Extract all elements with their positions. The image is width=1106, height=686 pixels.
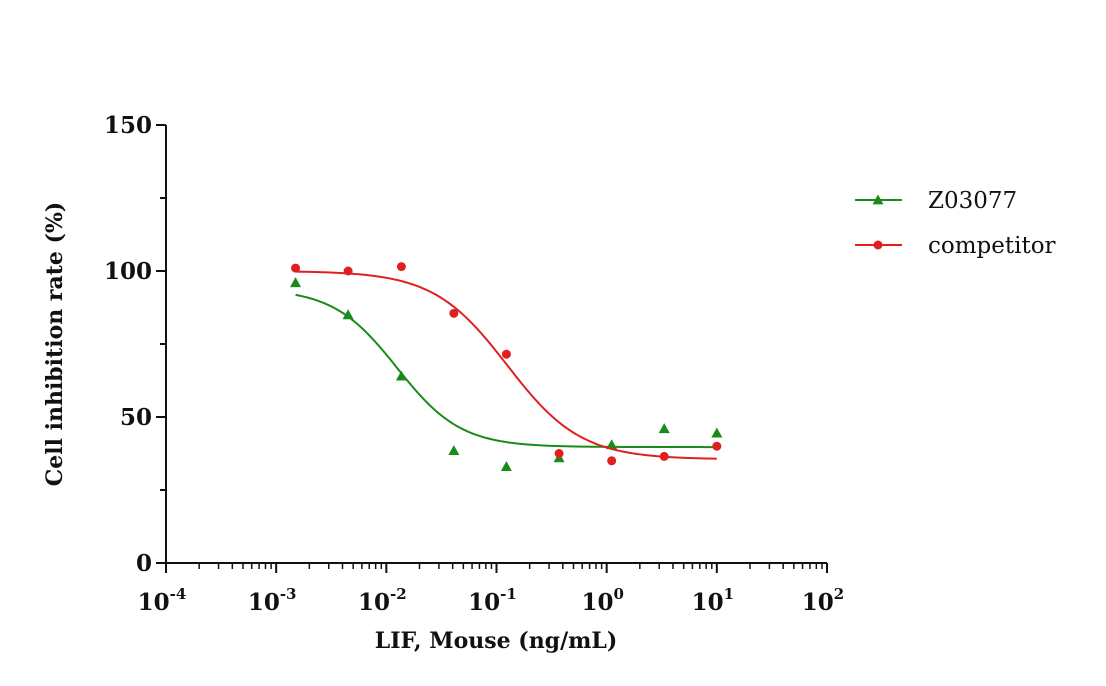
data-point-circle — [396, 262, 406, 272]
x-tick-label: 10-1 — [468, 585, 517, 616]
x-tick-label: 10-2 — [358, 585, 407, 616]
y-axis-ticks: 0 50 100 150 — [104, 112, 166, 577]
data-point-circle — [449, 308, 459, 318]
y-tick-label: 150 — [104, 112, 152, 139]
x-axis-title: LIF, Mouse (ng/mL) — [375, 628, 618, 654]
legend-label: Z03077 — [928, 188, 1017, 214]
data-point-circle — [607, 456, 617, 466]
y-tick-label: 100 — [104, 258, 152, 285]
data-point-circle — [712, 441, 722, 451]
data-point-circle — [501, 349, 511, 359]
legend-marker-circle — [873, 240, 883, 250]
data-point-triangle — [290, 277, 302, 288]
data-point-triangle — [500, 461, 512, 472]
data-point-triangle — [658, 423, 670, 434]
legend-marker-triangle — [872, 194, 884, 205]
x-tick-label: 10-3 — [248, 585, 297, 616]
x-tick-label: 102 — [802, 585, 844, 616]
data-point-circle — [343, 266, 353, 276]
fit-curve-z03077 — [295, 293, 717, 449]
legend: Z03077 competitor — [855, 188, 1056, 259]
y-tick-label: 0 — [136, 550, 152, 577]
data-point-triangle — [342, 309, 354, 320]
data-point-circle — [659, 451, 669, 461]
legend-label: competitor — [928, 233, 1056, 259]
axes: 0 50 100 150 10-4 10-3 10-2 10-1 100 101 102 — [104, 112, 844, 616]
x-tick-label: 100 — [581, 585, 623, 616]
data-point-triangle — [606, 439, 618, 450]
x-axis-ticks: 10-4 10-3 10-2 10-1 100 101 102 — [138, 563, 844, 616]
data-point-triangle — [395, 370, 407, 381]
y-tick-label: 50 — [120, 404, 152, 431]
x-tick-label: 10-4 — [138, 585, 187, 616]
data-point-triangle — [448, 445, 460, 455]
data-point-circle — [554, 449, 564, 458]
data-point-circle — [291, 263, 301, 273]
plot-area — [290, 262, 723, 472]
data-point-triangle — [711, 427, 723, 438]
fit-curve-competitor — [295, 270, 717, 460]
y-axis-title: Cell inhibition rate (%) — [42, 202, 68, 487]
x-tick-label: 101 — [692, 585, 734, 616]
